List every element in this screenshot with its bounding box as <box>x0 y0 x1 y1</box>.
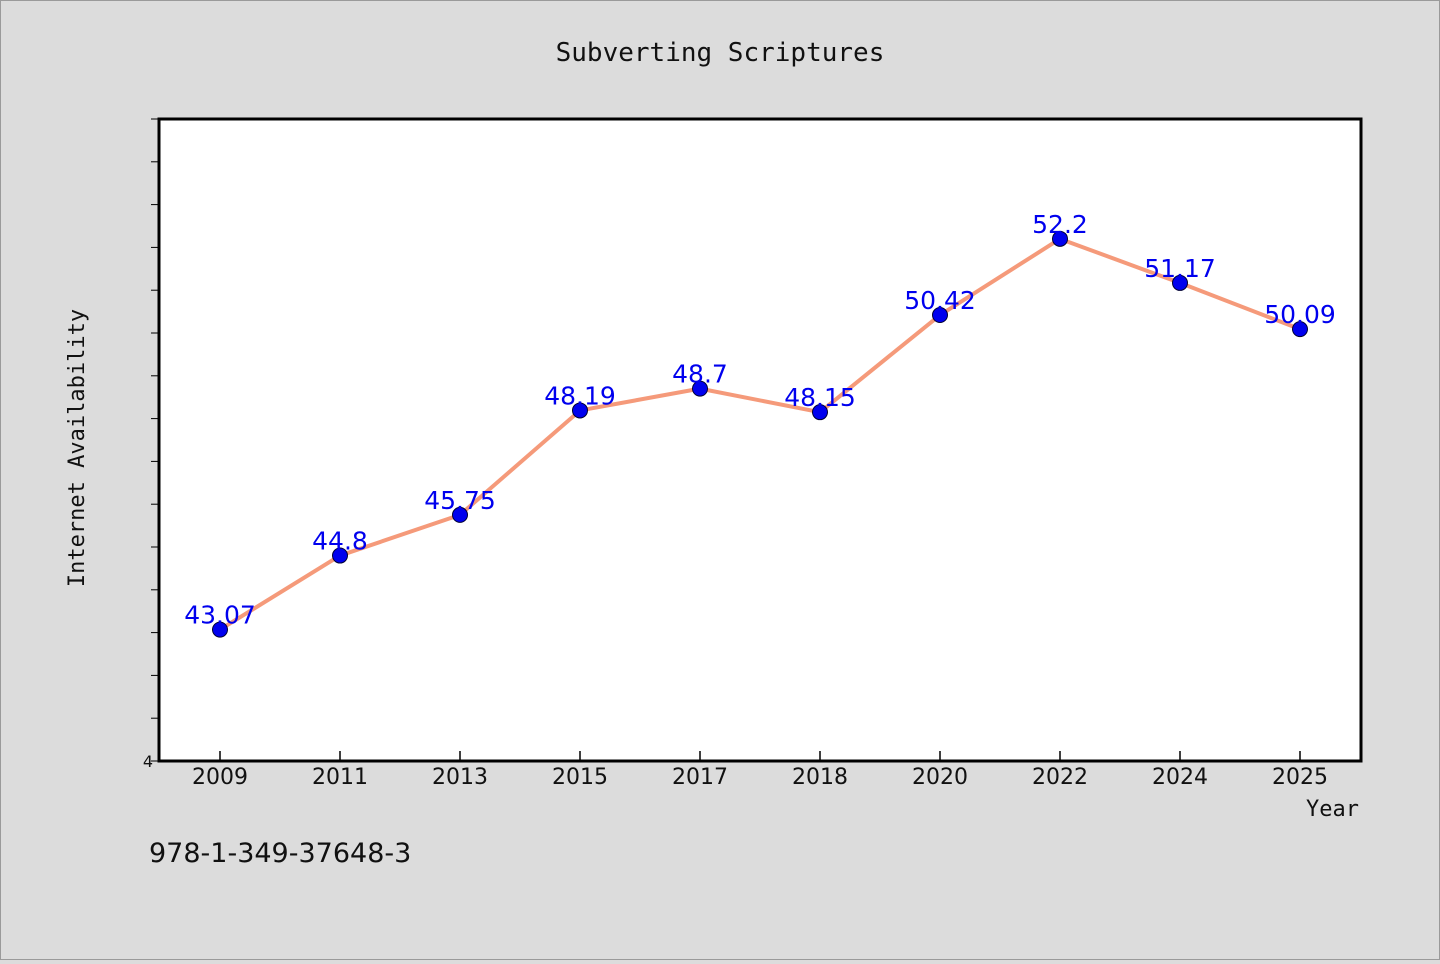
data-point <box>332 547 348 564</box>
series-line <box>218 236 1301 632</box>
data-point <box>212 621 228 638</box>
y-tick-label: 4 <box>143 752 153 771</box>
chart-title: Subverting Scriptures <box>556 38 885 68</box>
data-point <box>1292 321 1308 338</box>
data-point <box>812 404 828 421</box>
x-tick-label: 2022 <box>1032 765 1088 790</box>
data-point <box>1052 230 1068 247</box>
data-label: 52.2 <box>1032 210 1088 239</box>
data-label: 50.09 <box>1264 300 1336 329</box>
data-label: 43.07 <box>184 601 256 630</box>
x-tick-label: 2013 <box>432 765 488 790</box>
series-layer: 43.07 44.8 45.75 48.19 48.7 48.15 50.42 52.2 51.… <box>184 210 1336 638</box>
plot-area <box>157 117 1363 763</box>
data-label: 44.8 <box>312 527 368 556</box>
data-point <box>932 307 948 324</box>
x-tick-label: 2011 <box>312 765 368 790</box>
x-tick-label: 2024 <box>1152 765 1208 790</box>
y-axis-ticks: 4 <box>143 118 159 771</box>
data-point <box>692 380 708 397</box>
x-tick-label: 2015 <box>552 765 608 790</box>
x-axis-label: Year <box>1306 797 1359 822</box>
x-tick-label: 2009 <box>192 765 248 790</box>
x-axis-ticks: 2009 2011 2013 2015 2017 2018 2020 2022 2024 2025 <box>192 751 1328 790</box>
isbn-footer: 978-1-349-37648-3 <box>149 838 411 869</box>
x-tick-label: 2025 <box>1272 765 1328 790</box>
data-label: 48.15 <box>784 383 856 412</box>
data-point <box>452 506 468 523</box>
data-label: 45.75 <box>424 486 496 515</box>
data-label: 51.17 <box>1144 254 1216 283</box>
data-label: 48.19 <box>544 381 616 410</box>
data-label: 48.7 <box>672 360 728 389</box>
x-tick-label: 2018 <box>792 765 848 790</box>
x-tick-label: 2017 <box>672 765 728 790</box>
data-label: 50.42 <box>904 286 976 315</box>
y-axis-label: Internet Availability <box>65 309 90 587</box>
data-point <box>1172 274 1188 291</box>
x-tick-label: 2020 <box>912 765 968 790</box>
data-point <box>572 402 588 419</box>
